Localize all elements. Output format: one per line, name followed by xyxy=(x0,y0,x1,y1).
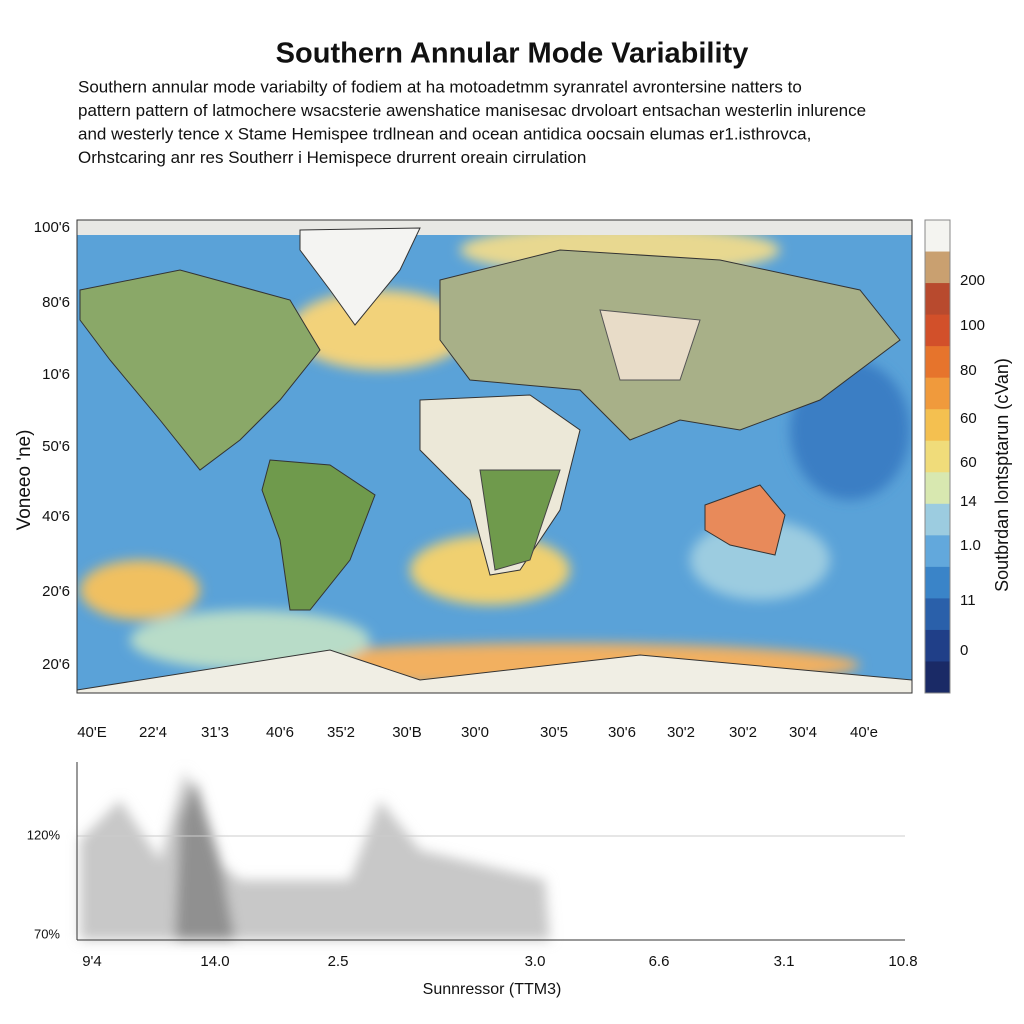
y-tick-label: 40'6 xyxy=(42,508,70,525)
colorbar-segment xyxy=(925,472,950,505)
africa-south xyxy=(479,469,561,571)
x-tick-label: 40'E xyxy=(77,724,107,741)
south-america xyxy=(261,459,376,611)
antarctica xyxy=(77,649,912,693)
map-frame xyxy=(76,219,913,694)
x-tick-label: 3.0 xyxy=(525,953,546,970)
x-tick-label: 30'6 xyxy=(608,724,636,741)
x-tick-label: 6.6 xyxy=(649,953,670,970)
y-tick-label: 20'6 xyxy=(42,656,70,673)
x-tick-label: 10.8 xyxy=(888,953,917,970)
colorbar-segment xyxy=(925,377,950,410)
x-tick-label: 30'5 xyxy=(540,724,568,741)
description-line: and westerly tence x Stame Hemispee trdl… xyxy=(78,124,811,143)
x-axis-title: Sunnressor (TTM3) xyxy=(423,981,562,998)
polar-band xyxy=(77,220,912,235)
colorbar-label: 0 xyxy=(960,642,968,659)
colorbar-segment xyxy=(925,566,950,599)
colorbar-label: 1.0 xyxy=(960,537,981,554)
y-tick-label: 10'6 xyxy=(42,366,70,383)
x-tick-label: 30'B xyxy=(392,724,422,741)
colorbar-segment xyxy=(925,535,950,568)
colorbar-segment xyxy=(925,314,950,347)
colorbar-label: 100 xyxy=(960,317,985,334)
colorbar-segment xyxy=(925,251,950,284)
x-tick-label: 30'2 xyxy=(729,724,757,741)
x-tick-label: 35'2 xyxy=(327,724,355,741)
colorbar-segment xyxy=(925,598,950,631)
x-tick-label: 40'6 xyxy=(266,724,294,741)
colorbar-segment xyxy=(925,440,950,473)
x-tick-label: 31'3 xyxy=(201,724,229,741)
colorbar-segment xyxy=(925,661,950,694)
x-tick-label: 40'e xyxy=(850,724,878,741)
y-axis-title: Voneeo 'ne) xyxy=(14,430,35,531)
description-line: Orhstcaring anr res Southerr i Hemispece… xyxy=(78,148,586,167)
colorbar-label: 200 xyxy=(960,272,985,289)
title: Southern Annular Mode Variability xyxy=(276,38,749,70)
colorbar-label: 60 xyxy=(960,410,977,427)
colorbar-segment xyxy=(925,346,950,379)
colorbar-label: 60 xyxy=(960,454,977,471)
colorbar-frame xyxy=(924,219,951,694)
colorbar-label: 14 xyxy=(960,493,977,510)
description-line: Southern annular mode variabilty of fodi… xyxy=(78,77,802,96)
y-tick-label: 120% xyxy=(27,827,61,842)
north-america xyxy=(79,269,321,471)
x-tick-label: 30'0 xyxy=(461,724,489,741)
map xyxy=(77,220,912,693)
y-tick-label: 80'6 xyxy=(42,294,70,311)
colorbar-segment xyxy=(925,283,950,316)
greenland xyxy=(299,227,421,326)
x-tick-label: 22'4 xyxy=(139,724,167,741)
y-tick-label: 50'6 xyxy=(42,438,70,455)
y-tick-label: 20'6 xyxy=(42,583,70,600)
colorbar-title: Soutbrdan lontsptarun (cVan) xyxy=(992,358,1012,592)
colorbar-segment xyxy=(925,220,950,253)
description-line: pattern pattern of latmochere wsacsterie… xyxy=(78,101,866,120)
australia xyxy=(704,484,786,556)
colorbar-label: 80 xyxy=(960,362,977,379)
x-tick-label: 30'2 xyxy=(667,724,695,741)
density-plot xyxy=(80,770,550,940)
x-tick-label: 9'4 xyxy=(82,953,102,970)
x-tick-label: 14.0 xyxy=(200,953,229,970)
y-tick-label: 70% xyxy=(34,926,60,941)
colorbar-segment xyxy=(925,409,950,442)
colorbar-segment xyxy=(925,629,950,662)
x-tick-label: 30'4 xyxy=(789,724,817,741)
y-tick-label: 100'6 xyxy=(34,219,70,236)
colorbar-label: 11 xyxy=(960,592,976,609)
x-tick-label: 2.5 xyxy=(328,953,349,970)
asia-interior xyxy=(599,309,701,381)
x-tick-label: 3.1 xyxy=(774,953,795,970)
colorbar-segment xyxy=(925,503,950,536)
